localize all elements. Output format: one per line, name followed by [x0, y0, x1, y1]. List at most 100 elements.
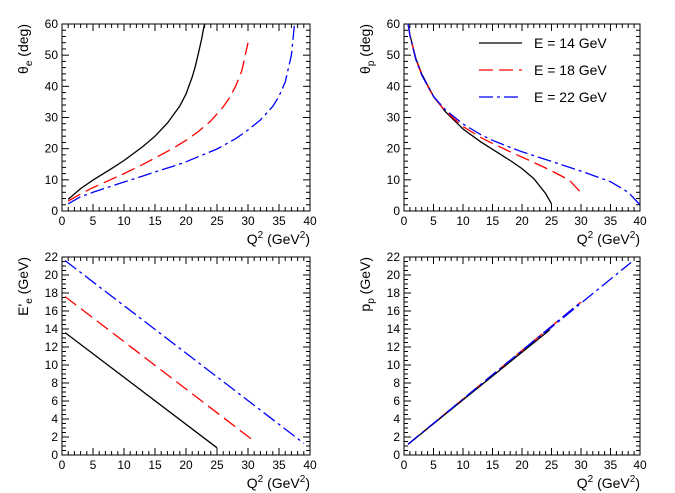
y-tick-label: 10: [387, 173, 401, 187]
y-tick-label: 40: [387, 79, 401, 93]
plot-area: [67, 24, 296, 205]
y-tick-label: 14: [387, 322, 401, 336]
y-tick-label: 10: [45, 173, 59, 187]
x-tick-label: 30: [574, 458, 588, 472]
y-tick-label: 22: [45, 250, 59, 264]
x-tick-label: 10: [117, 214, 131, 228]
x-axis-label: Q2 (GeV2): [247, 230, 310, 247]
x-tick-label: 15: [148, 458, 162, 472]
series-line-e14gev: [407, 24, 553, 205]
x-tick-label: 5: [430, 214, 437, 228]
y-tick-label: 20: [45, 142, 59, 156]
x-tick-label: 20: [515, 214, 529, 228]
x-axis-label: Q2 (GeV2): [247, 474, 310, 491]
x-tick-label: 35: [604, 458, 618, 472]
x-tick-label: 30: [574, 214, 588, 228]
x-tick-label: 15: [148, 214, 162, 228]
y-tick-label: 0: [51, 448, 58, 462]
y-tick-label: 60: [387, 17, 401, 31]
y-tick-label: 12: [387, 340, 401, 354]
x-tick-label: 10: [456, 458, 470, 472]
chart-theta-e: 0 5 10 15 20 25 30 35 40 0 10 20 30 40 50 60 Q2 (GeV2) θe…: [15, 17, 317, 247]
y-tick-label: 6: [393, 394, 400, 408]
y-tick-label: 4: [51, 412, 58, 426]
x-axis-label: Q2 (GeV2): [577, 474, 640, 491]
series-line-e18gev: [67, 42, 249, 202]
y-tick-label: 30: [45, 111, 59, 125]
x-tick-label: 10: [456, 214, 470, 228]
x-tick-label: 40: [303, 458, 317, 472]
x-axis-label: Q2 (GeV2): [577, 230, 640, 247]
plot-area: [407, 24, 640, 206]
x-tick-label: 40: [633, 214, 647, 228]
x-tick-label: 25: [210, 458, 224, 472]
y-tick-label: 60: [45, 17, 59, 31]
series-line-e14gev: [64, 332, 218, 449]
plot-area: [407, 261, 632, 445]
y-axis-label: θe (deg): [15, 24, 35, 74]
y-axis-label: pp (GeV): [357, 257, 377, 312]
y-tick-label: 0: [393, 204, 400, 218]
y-tick-label: 16: [387, 304, 401, 318]
x-tick-label: 25: [545, 458, 559, 472]
x-tick-label: 15: [486, 458, 500, 472]
x-tick-label: 0: [59, 214, 66, 228]
y-tick-label: 20: [387, 142, 401, 156]
y-tick-label: 8: [51, 376, 58, 390]
y-tick-label: 12: [45, 340, 59, 354]
plot-frame: [403, 23, 641, 212]
series-line-e14gev: [67, 24, 206, 200]
x-tick-label: 0: [401, 214, 408, 228]
x-tick-label: 25: [210, 214, 224, 228]
plot-frame: [61, 23, 311, 212]
legend-label-e18gev: E = 18 GeV: [534, 62, 607, 78]
y-tick-label: 20: [45, 268, 59, 282]
x-tick-label: 5: [430, 458, 437, 472]
x-tick-label: 40: [633, 458, 647, 472]
y-tick-label: 14: [45, 322, 59, 336]
legend: E = 14 GeV E = 18 GeV E = 22 GeV: [479, 35, 607, 105]
x-tick-label: 0: [59, 458, 66, 472]
chart-theta-p: 0 5 10 15 20 25 30 35 40 0 10 20 30 40 50 60 Q2 (GeV2) θp…: [357, 17, 647, 247]
legend-label-e14gev: E = 14 GeV: [534, 35, 607, 51]
y-tick-label: 16: [45, 304, 59, 318]
x-tick-label: 35: [272, 214, 286, 228]
y-tick-label: 2: [51, 430, 58, 444]
x-tick-label: 20: [179, 458, 193, 472]
series-line-e22gev: [407, 301, 582, 445]
plot-frame: [403, 256, 641, 456]
y-tick-label: 18: [45, 286, 59, 300]
y-tick-label: 6: [51, 394, 58, 408]
series-line-e22gev: [407, 24, 640, 206]
x-tick-label: 5: [90, 214, 97, 228]
y-tick-label: 10: [45, 358, 59, 372]
series-line-e18gev: [407, 24, 582, 194]
y-axis-label: θp (deg): [357, 24, 377, 74]
y-tick-label: 18: [387, 286, 401, 300]
x-tick-label: 40: [303, 214, 317, 228]
series-line-e18gev: [64, 296, 252, 440]
y-tick-label: 8: [393, 376, 400, 390]
y-axis-label: E'e (GeV): [15, 257, 35, 316]
y-tick-label: 30: [387, 111, 401, 125]
x-tick-label: 30: [241, 214, 255, 228]
series-line-e22gev: [67, 24, 296, 205]
x-tick-label: 20: [515, 458, 529, 472]
x-tick-label: 5: [90, 458, 97, 472]
y-tick-label: 22: [387, 250, 401, 264]
x-tick-label: 15: [486, 214, 500, 228]
series-line-e22gev: [64, 260, 305, 444]
x-tick-label: 0: [401, 458, 408, 472]
x-tick-label: 20: [179, 214, 193, 228]
y-tick-label: 0: [51, 204, 58, 218]
x-tick-label: 35: [604, 214, 618, 228]
plot-area: [64, 260, 305, 449]
plot-frame: [61, 256, 311, 456]
legend-label-e22gev: E = 22 GeV: [534, 89, 607, 105]
x-tick-label: 25: [545, 214, 559, 228]
y-tick-label: 40: [45, 79, 59, 93]
x-tick-label: 30: [241, 458, 255, 472]
